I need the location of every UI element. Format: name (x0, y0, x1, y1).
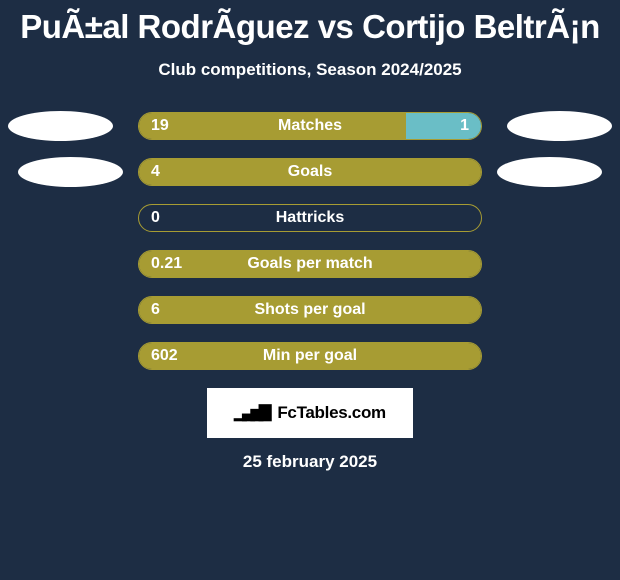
stat-value-left: 602 (151, 343, 178, 369)
stat-value-left: 19 (151, 113, 169, 139)
stat-value-left: 0 (151, 205, 160, 231)
date: 25 february 2025 (0, 452, 620, 472)
stat-value-left: 4 (151, 159, 160, 185)
stat-row: Min per goal602 (0, 342, 620, 370)
page-title: PuÃ±al RodrÃ­guez vs Cortijo BeltrÃ¡n (0, 0, 620, 46)
stat-value-left: 6 (151, 297, 160, 323)
stat-label: Hattricks (139, 205, 481, 231)
stat-label: Matches (139, 113, 481, 139)
comparison-card: PuÃ±al RodrÃ­guez vs Cortijo BeltrÃ¡n Cl… (0, 0, 620, 580)
stat-row: Goals per match0.21 (0, 250, 620, 278)
stat-row: Goals4 (0, 158, 620, 186)
footer-logo: ▁▃▅▇ FcTables.com (207, 388, 413, 438)
stats-rows: Matches19 1 Goals4 Hattricks0 Goals per matc… (0, 112, 620, 370)
stat-bar: Min per goal602 (138, 342, 482, 370)
stat-row: Shots per goal6 (0, 296, 620, 324)
stat-value-left: 0.21 (151, 251, 182, 277)
player-avatar-left (8, 111, 113, 141)
stat-bar: Shots per goal6 (138, 296, 482, 324)
stat-row: Hattricks0 (0, 204, 620, 232)
stat-bar: Matches19 1 (138, 112, 482, 140)
subtitle: Club competitions, Season 2024/2025 (0, 60, 620, 80)
stat-value-right: 1 (460, 113, 469, 139)
stat-label: Min per goal (139, 343, 481, 369)
chart-icon: ▁▃▅▇ (234, 405, 267, 421)
player-avatar-right (507, 111, 612, 141)
player-avatar-left (18, 157, 123, 187)
stat-bar: Goals4 (138, 158, 482, 186)
stat-label: Goals per match (139, 251, 481, 277)
stat-bar: Hattricks0 (138, 204, 482, 232)
stat-row: Matches19 1 (0, 112, 620, 140)
footer-logo-text: FcTables.com (277, 403, 386, 423)
stat-bar: Goals per match0.21 (138, 250, 482, 278)
stat-label: Goals (139, 159, 481, 185)
player-avatar-right (497, 157, 602, 187)
stat-label: Shots per goal (139, 297, 481, 323)
